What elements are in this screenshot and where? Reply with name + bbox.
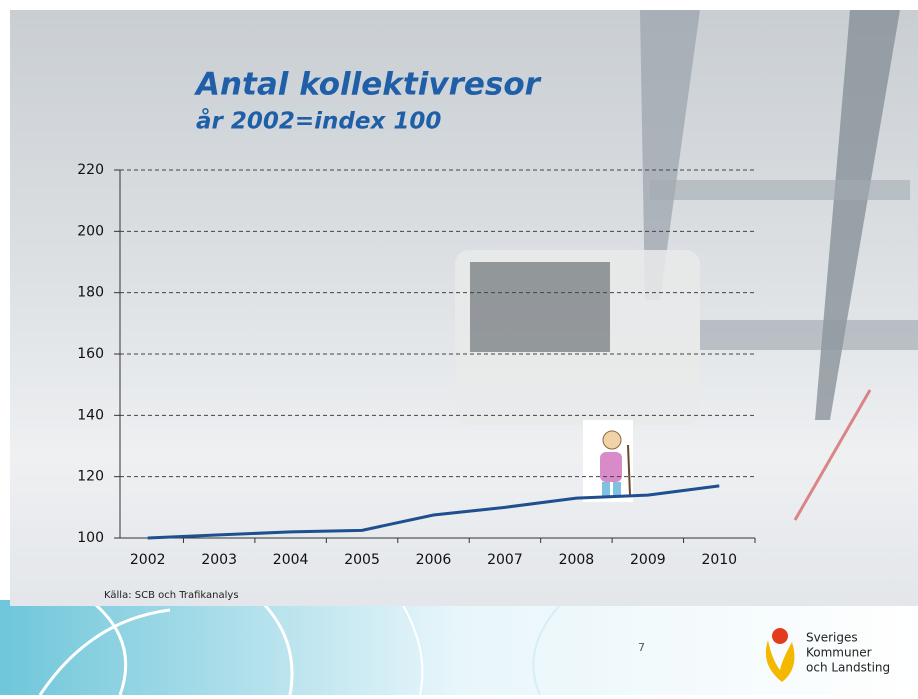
slide: Antal kollektivresor år 2002=index 100 1… bbox=[0, 0, 918, 695]
logo-dot bbox=[772, 628, 788, 644]
bridge-rail bbox=[700, 320, 918, 350]
x-tick-label: 2005 bbox=[344, 552, 380, 568]
x-tick-label: 2010 bbox=[701, 552, 737, 568]
icon-leg bbox=[602, 482, 610, 497]
x-tick-label: 2006 bbox=[416, 552, 452, 568]
logo-text: och Landsting bbox=[806, 661, 890, 675]
x-tick-label: 2004 bbox=[273, 552, 309, 568]
x-tick-label: 2003 bbox=[201, 552, 237, 568]
bridge-beam bbox=[650, 180, 910, 200]
footer-band bbox=[0, 600, 918, 695]
y-tick-label: 140 bbox=[77, 407, 104, 423]
x-tick-label: 2007 bbox=[487, 552, 523, 568]
chart-title: Antal kollektivresor bbox=[193, 67, 542, 103]
y-tick-label: 220 bbox=[77, 162, 104, 178]
page-number: 7 bbox=[638, 641, 645, 654]
logo-text: Sveriges bbox=[806, 631, 858, 645]
x-tick-label: 2002 bbox=[130, 552, 166, 568]
x-tick-label: 2009 bbox=[630, 552, 666, 568]
y-tick-label: 100 bbox=[77, 530, 104, 546]
icon-head bbox=[603, 431, 621, 449]
y-tick-label: 180 bbox=[77, 285, 104, 301]
bus-window bbox=[470, 262, 610, 352]
icon-leg bbox=[613, 482, 621, 497]
chart-subtitle: år 2002=index 100 bbox=[196, 108, 441, 135]
y-tick-label: 120 bbox=[77, 469, 104, 485]
y-tick-label: 200 bbox=[77, 223, 104, 239]
logo-text: Kommuner bbox=[806, 646, 872, 660]
x-tick-label: 2008 bbox=[559, 552, 595, 568]
y-tick-label: 160 bbox=[77, 346, 104, 362]
source-note: Källa: SCB och Trafikanalys bbox=[104, 590, 239, 601]
hiker-icon bbox=[583, 420, 633, 502]
icon-body bbox=[600, 452, 622, 482]
